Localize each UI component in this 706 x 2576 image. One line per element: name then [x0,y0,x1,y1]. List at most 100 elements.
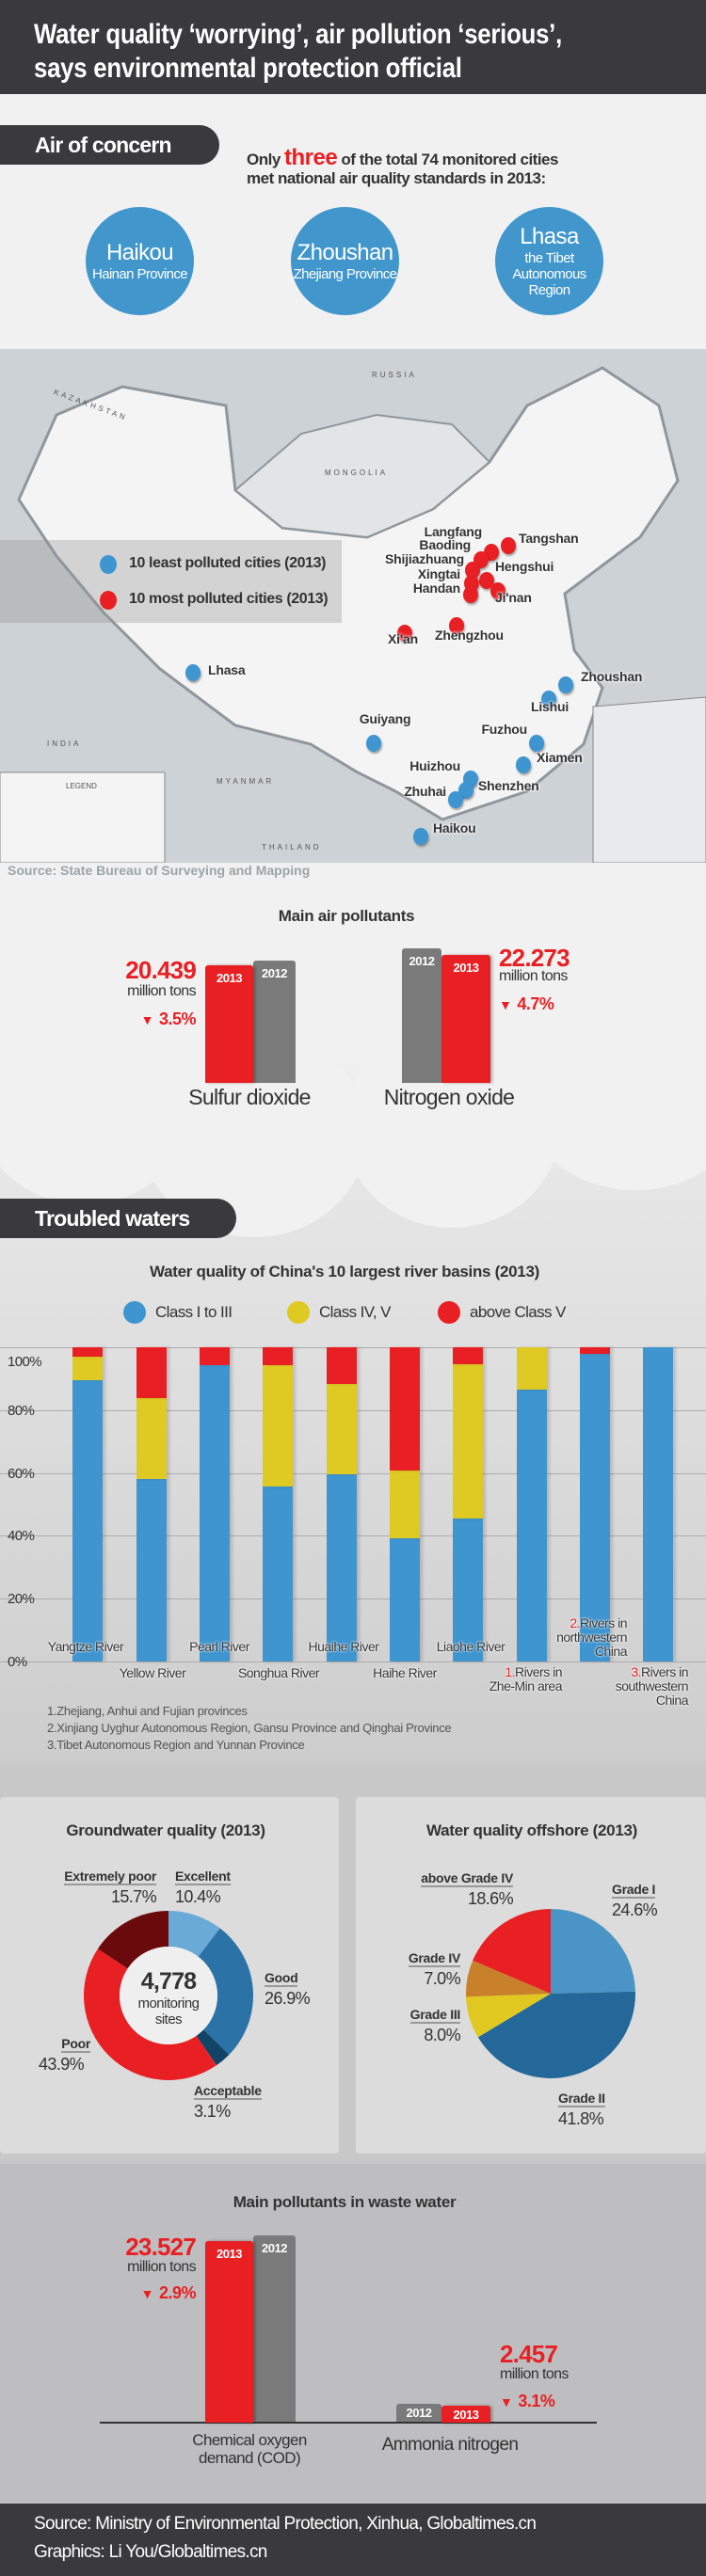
monitoring-site-count: 4,778 [140,1968,197,1995]
city-label: Haikou [433,820,476,835]
section-label-air: Air of concern [0,125,219,165]
bar-segment-class-iv-v [263,1365,293,1487]
label-grade-i: Grade I [612,1882,656,1899]
donut-center-label: sites [154,2012,183,2027]
page-title-line-2: says environmental protection official [34,53,462,84]
bar-segment-class-i-to-iii [72,1380,103,1662]
bar-segment-class-iv-v [517,1347,547,1391]
bar-2013: 2013 [441,954,490,1083]
bar-segment-class-i-to-iii [517,1390,547,1662]
footer: Source: Ministry of Environmental Protec… [0,2504,706,2576]
bar-segment-above-class-v [72,1347,103,1358]
map-source: Source: State Bureau of Surveying and Ma… [8,863,311,878]
map-label-india: INDIA [47,739,82,748]
bar-segment-above-class-v [263,1347,293,1366]
legend-least-polluted: 10 least polluted cities (2013) [129,555,327,571]
x-axis-label: Pearl River [189,1640,249,1654]
legend-blue-dot-icon [100,555,117,574]
city-label: Zhengzhou [435,628,504,643]
category-label-line: China [655,1693,689,1708]
value-extremely-poor: 15.7% [110,1887,157,1906]
bar-segment-class-iv-v [390,1470,420,1539]
value-grade-iii: 8.0% [424,2026,460,2044]
city-name: Zhoushan [297,240,394,265]
bar-segment-above-class-v [327,1347,357,1385]
value-2013: 22.273 [499,943,570,972]
intro-highlight: three [284,145,338,170]
bar-segment-class-iv-v [72,1357,103,1381]
change-value: 3.5% [158,1010,197,1028]
legend-class-iv-v: Class IV, V [287,1301,392,1324]
bar-2013-cod: 2013 [205,2241,253,2423]
city-label: Tangshan [519,531,579,546]
slice-good [198,1928,254,2055]
legend-red-swatch-icon [438,1301,460,1324]
city-circle-zhoushan: Zhoushan Zhejiang Province [291,207,399,315]
y-tick-label: 40% [8,1528,35,1545]
slice-excellent [168,1911,220,1957]
label-good: Good [265,1970,298,1987]
category-label: Nitrogen oxide [383,1085,515,1109]
bar-2013: 2013 [205,965,253,1083]
waste-water-title: Main pollutants in waste water [233,2193,457,2211]
x-axis-label: Yellow River [120,1666,186,1680]
city-marker-icon [529,735,544,752]
footnote-number: 1. [505,1664,516,1679]
legend-label: Class IV, V [319,1303,392,1321]
city-marker-icon [465,562,480,579]
city-label: Zhoushan [581,669,643,684]
city-region: Zhejiang Province [293,266,397,282]
bar-segment-class-iv-v [453,1364,483,1519]
slice-grade-ii [477,1991,635,2078]
value-good: 26.9% [265,1989,311,2008]
city-marker-icon [541,691,556,708]
category-label: Liaohe River [436,1639,505,1654]
footnote-3: 3.Tibet Autonomous Region and Yunnan Pro… [47,1738,305,1752]
category-label: Pearl River [189,1639,249,1654]
bar-segment-class-i-to-iii [643,1347,673,1662]
city-marker-icon [413,828,428,845]
footnote-1: 1.Zhejiang, Anhui and Fujian provinces [47,1704,248,1718]
bar-segment-class-i-to-iii [327,1473,357,1662]
city-label: Ji'nan [495,590,532,605]
change-value: 3.1% [518,2392,555,2410]
city-marker-icon [448,791,463,808]
down-arrow-icon: ▼ [499,996,512,1012]
category-label: Huaihe River [308,1639,379,1654]
change-indicator: ▼ 3.5% [141,1010,197,1029]
category-label: Rivers in [515,1664,562,1679]
city-marker-icon [366,735,381,752]
city-label: Shijiazhuang [385,551,464,566]
unit-label: million tons [127,983,196,999]
bar-segment-class-iv-v [327,1384,357,1474]
city-label: Zhuhai [404,784,446,799]
donut-hole [120,1947,217,2044]
city-label: Xiamen [537,750,583,765]
bar-segment-class-i-to-iii [200,1364,230,1662]
bar-segment-class-iv-v [136,1397,167,1479]
slice-acceptable [196,2029,230,2066]
category-label-line: southwestern [615,1678,689,1693]
bar-segment-class-i-to-iii [390,1538,420,1662]
map-label-thailand: THAILAND [262,843,322,851]
city-label: Fuzhou [481,722,527,737]
category-label: Yellow River [119,1665,186,1680]
unit-label: million tons [127,2259,196,2275]
city-region: the Tibet [524,250,574,266]
map-background [0,349,706,863]
intro-text: Only [247,151,285,168]
city-region: Autonomous Region [512,266,586,298]
x-axis-label: Liaohe River [437,1640,505,1654]
unit-label: million tons [499,967,568,984]
y-tick-label: 80% [8,1402,35,1419]
city-label: Xingtai [417,566,460,581]
down-arrow-icon: ▼ [140,2286,154,2301]
bar-segment-class-i-to-iii [453,1519,483,1662]
map-label-russia: RUSSIA [372,371,417,379]
category-label-line: 2.Rivers in [556,1616,627,1630]
city-label: Shenzhen [478,778,539,793]
category-cod: Chemical oxygen demand (COD) [155,2431,344,2467]
river-chart-title: Water quality of China's 10 largest rive… [150,1263,539,1280]
label-poor: Poor [61,2036,90,2053]
footer-credit: Graphics: Li You/Globaltimes.cn [34,2542,267,2562]
